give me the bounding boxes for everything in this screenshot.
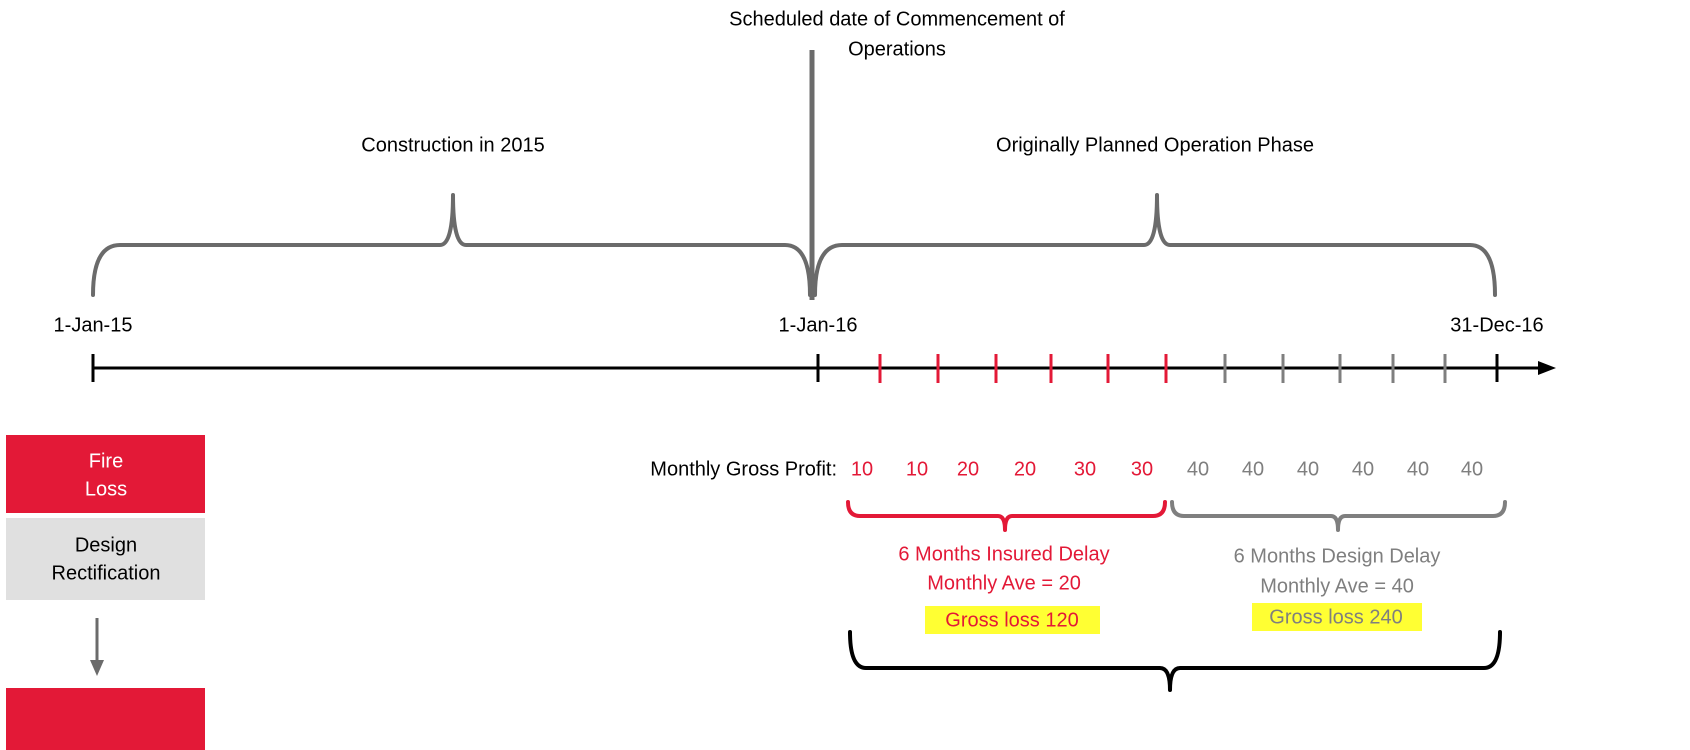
phase-label: Originally Planned Operation Phase — [996, 134, 1314, 156]
profit-value: 40 — [1461, 458, 1483, 480]
box-label: Fire — [89, 450, 123, 472]
highlight — [1252, 603, 1422, 631]
commencement-label: Operations — [848, 38, 946, 60]
profit-value: 40 — [1352, 458, 1374, 480]
fire-loss-box — [6, 435, 205, 513]
insured-average: Monthly Ave = 20 — [927, 572, 1081, 594]
design-average: Monthly Ave = 40 — [1260, 575, 1414, 597]
profit-value: 20 — [1014, 458, 1036, 480]
profit-values: 10 10 20 20 30 30 40 40 40 40 40 40 — [851, 458, 1483, 480]
date-label: 1-Jan-15 — [54, 314, 133, 336]
profit-value: 10 — [851, 458, 873, 480]
design-brace — [1170, 500, 1507, 532]
axis-arrow — [1538, 361, 1556, 375]
total-brace — [848, 630, 1502, 692]
box-label: Rectification — [52, 562, 161, 584]
box-label: Loss — [85, 478, 127, 500]
design-loss: Gross loss 240 — [1269, 606, 1402, 628]
date-label: 31-Dec-16 — [1450, 314, 1543, 336]
profit-value: 30 — [1131, 458, 1153, 480]
design-box — [6, 518, 205, 600]
next-box — [6, 688, 205, 750]
highlight — [925, 606, 1100, 634]
profit-value: 40 — [1187, 458, 1209, 480]
arrow-head — [90, 660, 104, 676]
profit-value: 40 — [1297, 458, 1319, 480]
box-label: Design — [75, 534, 137, 556]
profit-value: 30 — [1074, 458, 1096, 480]
insured-brace — [846, 500, 1167, 532]
design-title: 6 Months Design Delay — [1234, 545, 1441, 567]
profit-value: 10 — [906, 458, 928, 480]
date-label: 1-Jan-16 — [779, 314, 858, 336]
profit-value: 40 — [1242, 458, 1264, 480]
insured-title: 6 Months Insured Delay — [898, 543, 1109, 565]
profit-value: 20 — [957, 458, 979, 480]
insured-loss: Gross loss 120 — [945, 609, 1078, 631]
ticks — [91, 354, 1499, 383]
construction-brace — [91, 193, 812, 297]
phase-label: Construction in 2015 — [361, 134, 544, 156]
commencement-label: Scheduled date of Commencement of — [729, 8, 1065, 30]
profit-value: 40 — [1407, 458, 1429, 480]
operation-brace — [813, 193, 1497, 297]
profit-label: Monthly Gross Profit: — [650, 458, 837, 480]
